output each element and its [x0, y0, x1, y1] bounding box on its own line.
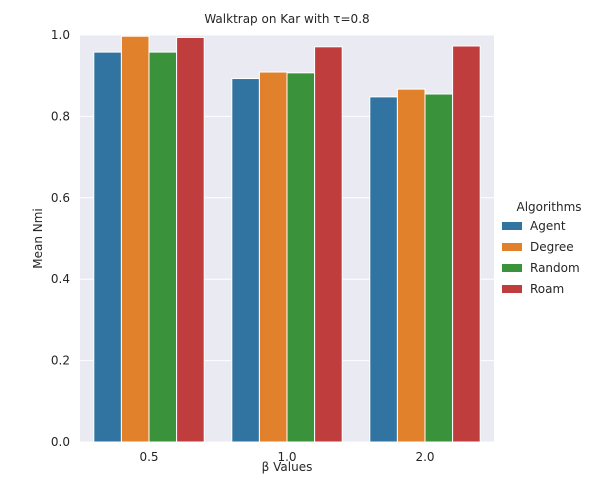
bar-degree-2.0	[396, 88, 426, 443]
legend-label-roam: Roam	[530, 282, 564, 296]
x-tick-label: 0.5	[139, 450, 158, 464]
y-tick-label: 0.4	[51, 272, 70, 286]
legend-label-random: Random	[530, 261, 580, 275]
x-tick-labels: 0.5 1.0 2.0	[139, 450, 434, 464]
bar-degree-0.5	[120, 35, 150, 443]
chart-title: Walktrap on Kar with τ=0.8	[204, 12, 369, 26]
y-tick-label: 0.8	[51, 109, 70, 123]
legend-swatch-degree	[502, 243, 522, 251]
legend-title: Algorithms	[516, 200, 581, 214]
bar-agent-1.0	[231, 78, 260, 443]
x-tick-label: 2.0	[415, 450, 434, 464]
bar-roam-0.5	[176, 36, 205, 443]
y-tick-label: 0.2	[51, 354, 70, 368]
x-tick-label: 1.0	[277, 450, 296, 464]
legend-swatch-roam	[502, 285, 522, 293]
bar-agent-0.5	[93, 51, 122, 443]
legend-swatch-agent	[502, 222, 522, 230]
y-tick-label: 0.6	[51, 191, 70, 205]
bars-group	[93, 35, 481, 443]
legend: Algorithms Agent Degree Random Roam	[502, 200, 582, 296]
bar-random-1.0	[286, 72, 316, 443]
y-tick-label: 0.0	[51, 435, 70, 449]
bar-agent-2.0	[369, 96, 398, 443]
y-tick-label: 1.0	[51, 28, 70, 42]
x-axis-label: β Values	[262, 460, 313, 474]
y-axis-label: Mean Nmi	[31, 208, 45, 269]
legend-swatch-random	[502, 264, 522, 272]
bar-random-2.0	[424, 93, 454, 443]
y-tick-labels: 0.0 0.2 0.4 0.6 0.8 1.0	[51, 28, 70, 449]
bar-random-0.5	[148, 51, 178, 443]
bar-roam-2.0	[452, 45, 481, 443]
legend-label-agent: Agent	[530, 219, 566, 233]
bar-roam-1.0	[314, 46, 343, 443]
bar-degree-1.0	[258, 71, 288, 443]
legend-label-degree: Degree	[530, 240, 574, 254]
